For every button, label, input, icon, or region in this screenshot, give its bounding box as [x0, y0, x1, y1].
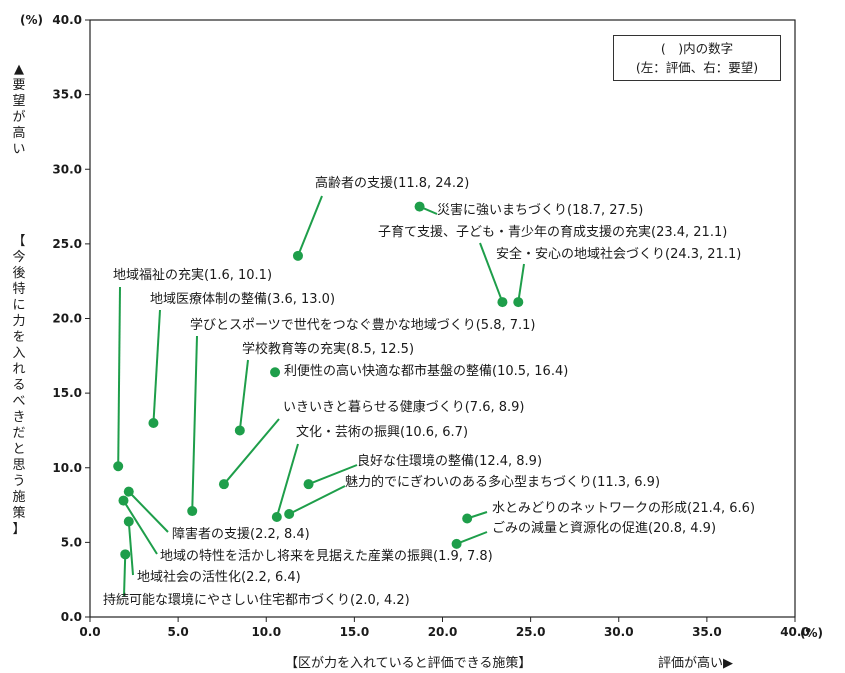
y-tick-label: 20.0 [52, 312, 82, 326]
data-point [513, 297, 524, 308]
y-axis-label-bottom: 【今後特に力を入れるべきだと思う施策】 [12, 234, 26, 537]
point-label: 高齢者の支援(11.8, 24.2) [315, 175, 469, 191]
x-tick-label: 30.0 [604, 625, 634, 639]
leader-lines [117, 195, 525, 597]
x-tick-label: 20.0 [428, 625, 458, 639]
y-unit-label: (%) [20, 13, 43, 27]
axes: 0.0 5.0 10.0 15.0 20.0 25.0 30.0 35.0 40.0 0.0 5.0… [20, 13, 823, 640]
leader-line [479, 242, 504, 303]
y-tick-label: 10.0 [52, 461, 82, 475]
leader-line [127, 521, 134, 576]
point-label: 地域社会の活性化(2.2, 6.4) [137, 569, 301, 585]
y-tick-label: 5.0 [61, 535, 82, 549]
data-point [120, 549, 131, 560]
leader-line [297, 195, 323, 257]
point-label: 子育て支援、子ども・青少年の育成支援の充実(23.4, 21.1) [378, 224, 727, 240]
point-label: 障害者の支援(2.2, 8.4) [172, 526, 310, 542]
point-label: 魅力的でにぎわいのある多心型まちづくり(11.3, 6.9) [345, 474, 660, 490]
data-point [271, 512, 282, 523]
leader-line [288, 485, 346, 515]
data-point [284, 509, 295, 520]
point-labels: 高齢者の支援(11.8, 24.2) 災害に強いまちづくり(18.7, 27.5)… [103, 175, 755, 608]
data-point [234, 425, 245, 436]
leader-line [308, 464, 358, 486]
data-point [270, 367, 281, 378]
data-point [462, 513, 473, 524]
y-tick-label: 0.0 [61, 610, 82, 624]
point-label: 災害に強いまちづくり(18.7, 27.5) [437, 202, 643, 218]
point-label: 学びとスポーツで世代をつなぐ豊かな地域づくり(5.8, 7.1) [190, 317, 536, 333]
data-point [303, 479, 314, 490]
leader-line [152, 309, 161, 424]
leader-line [517, 263, 525, 303]
x-tick-label: 35.0 [692, 625, 722, 639]
point-label: いきいきと暮らせる健康づくり(7.6, 8.9) [283, 399, 525, 415]
data-point [414, 201, 425, 212]
y-tick-label: 40.0 [52, 13, 82, 27]
leader-line [123, 554, 127, 597]
data-points [113, 201, 524, 560]
point-label: 文化・芸術の振興(10.6, 6.7) [296, 424, 468, 440]
data-point [113, 461, 124, 472]
legend-note: ( )内の数字 (左：評価、右：要望) [613, 35, 781, 81]
legend-line-2: (左：評価、右：要望) [635, 60, 759, 75]
legend-line-1: ( )内の数字 [660, 41, 734, 56]
data-point [187, 506, 198, 517]
point-label: 地域医療体制の整備(3.6, 13.0) [150, 291, 335, 307]
y-axis-label-top: ▲ 要望が高い [12, 62, 26, 157]
point-label: 地域の特性を活かし将来を見据えた産業の振興(1.9, 7.8) [160, 548, 493, 564]
leader-line [191, 335, 198, 512]
point-label: ごみの減量と資源化の促進(20.8, 4.9) [492, 520, 716, 536]
x-unit-label: (%) [800, 626, 823, 640]
leader-line [275, 443, 299, 518]
leader-line [122, 500, 158, 555]
y-tick-label: 30.0 [52, 162, 82, 176]
point-label: 利便性の高い快適な都市基盤の整備(10.5, 16.4) [284, 363, 568, 379]
leader-line [117, 286, 121, 467]
data-point [218, 479, 229, 490]
y-tick-label: 25.0 [52, 237, 82, 251]
x-tick-label: 15.0 [340, 625, 370, 639]
point-label: 良好な住環境の整備(12.4, 8.9) [357, 453, 542, 469]
y-tick-label: 15.0 [52, 386, 82, 400]
point-label: 安全・安心の地域社会づくり(24.3, 21.1) [496, 246, 741, 262]
leader-line [128, 490, 169, 533]
point-label: 水とみどりのネットワークの形成(21.4, 6.6) [492, 501, 755, 516]
x-axis-high-label: 評価が高い▶ [658, 656, 733, 671]
y-tick-label: 35.0 [52, 88, 82, 102]
data-point [451, 538, 462, 549]
x-tick-label: 25.0 [516, 625, 546, 639]
data-point [148, 417, 159, 428]
data-point [123, 516, 134, 527]
x-tick-label: 40.0 [780, 625, 810, 639]
leader-line [238, 359, 249, 431]
x-axis-label: 【区が力を入れていると評価できる施策】 [285, 656, 532, 671]
data-point [292, 250, 303, 261]
x-tick-label: 0.0 [79, 625, 100, 639]
point-label: 持続可能な環境にやさしい住宅都市づくり(2.0, 4.2) [103, 592, 410, 608]
leader-line [223, 418, 280, 485]
point-label: 学校教育等の充実(8.5, 12.5) [242, 341, 414, 357]
x-tick-label: 5.0 [167, 625, 188, 639]
x-tick-label: 10.0 [251, 625, 281, 639]
data-point [123, 486, 134, 497]
leader-line [456, 531, 488, 545]
data-point [118, 495, 129, 506]
data-point [497, 297, 508, 308]
point-label: 地域福祉の充実(1.6, 10.1) [113, 267, 272, 283]
